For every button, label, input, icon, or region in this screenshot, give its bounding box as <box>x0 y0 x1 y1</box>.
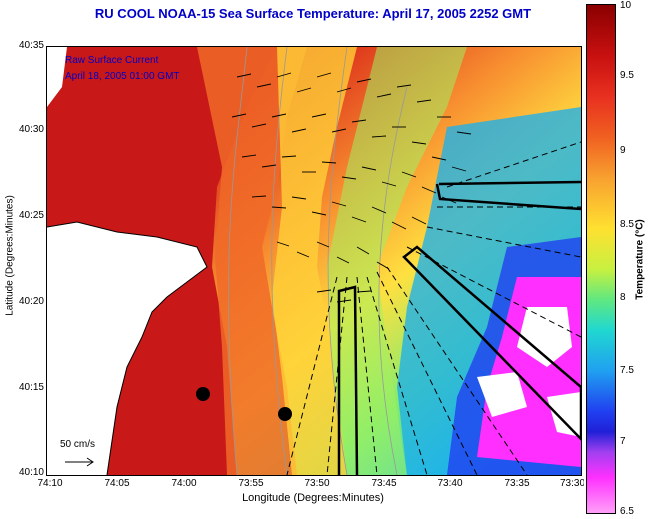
scale-vector-arrow <box>65 457 94 467</box>
temperature-colorbar <box>586 4 616 514</box>
colorbar-tick: 7 <box>620 436 626 447</box>
x-tick: 73:30 <box>560 478 584 489</box>
colorbar-tick: 8 <box>620 292 626 303</box>
legend-line-1: Raw Surface Current <box>65 55 159 66</box>
y-tick: 40:25 <box>18 210 44 221</box>
x-axis-title: Longitude (Degrees:Minutes) <box>242 492 384 504</box>
colorbar-tick: 6.5 <box>620 506 634 517</box>
y-tick: 40:35 <box>18 40 44 51</box>
y-tick: 40:30 <box>18 124 44 135</box>
scale-vector-label: 50 cm/s <box>60 439 96 450</box>
colorbar-tick: 8.5 <box>620 219 634 230</box>
map-title: RU COOL NOAA-15 Sea Surface Temperature:… <box>94 6 532 21</box>
current-vectors <box>231 72 472 303</box>
station-marker <box>196 387 210 401</box>
coverage-polygons <box>337 180 581 475</box>
sst-map: Raw Surface Current April 18, 2005 01:00… <box>46 46 582 476</box>
colorbar-tick: 9.5 <box>620 70 634 81</box>
colorbar-tick: 9 <box>620 145 626 156</box>
y-tick: 40:20 <box>18 296 44 307</box>
x-tick: 74:10 <box>37 478 63 489</box>
colorbar-title: Temperature (°C) <box>634 219 646 300</box>
x-tick: 73:35 <box>504 478 530 489</box>
x-tick: 73:50 <box>304 478 330 489</box>
colorbar-tick: 10 <box>620 0 632 11</box>
y-axis-title: Latitude (Degrees:Minutes) <box>4 195 16 316</box>
x-tick: 73:55 <box>238 478 264 489</box>
x-tick: 74:05 <box>104 478 130 489</box>
y-tick: 40:10 <box>18 467 44 478</box>
x-tick: 73:45 <box>371 478 397 489</box>
legend-line-2: April 18, 2005 01:00 GMT <box>65 71 180 82</box>
colorbar-tick: 7.5 <box>620 365 634 376</box>
y-tick: 40:15 <box>18 382 44 393</box>
x-tick: 74:00 <box>171 478 197 489</box>
station-marker <box>278 407 292 421</box>
x-tick: 73:40 <box>437 478 463 489</box>
sst-map-graphic <box>47 47 581 475</box>
